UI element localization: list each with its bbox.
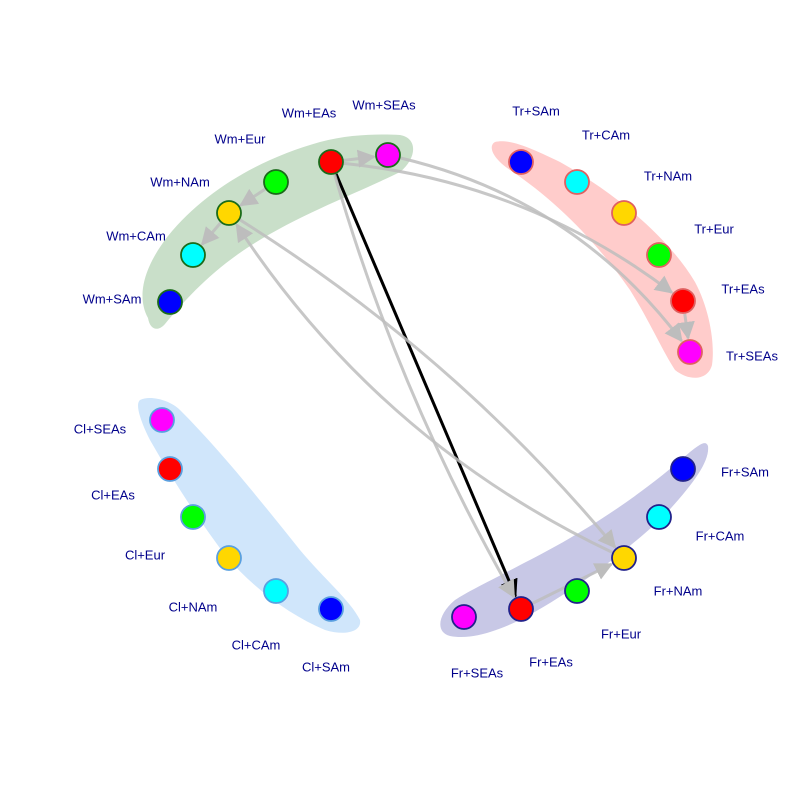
node-wm-seas[interactable] [375, 142, 401, 168]
label-cl-sam: Cl+SAm [302, 659, 350, 674]
group-hull-fr [440, 443, 709, 638]
node-cl-cam[interactable] [263, 578, 289, 604]
node-wm-eur[interactable] [263, 169, 289, 195]
node-labels: Wm+SAm Wm+CAm Wm+NAm Wm+Eur Wm+EAs Wm+SEAs Tr+… [74, 97, 779, 680]
node-cl-eur[interactable] [180, 504, 206, 530]
node-wm-cam[interactable] [180, 242, 206, 268]
label-tr-sam: Tr+SAm [512, 103, 560, 118]
edge-wm-eur-to-wm-nam [239, 187, 266, 207]
label-cl-eur: Cl+Eur [125, 547, 166, 562]
node-tr-eur[interactable] [646, 242, 672, 268]
label-tr-cam: Tr+CAm [582, 127, 630, 142]
edge-wm-eas-to-fr-eas [333, 174, 516, 599]
edge-wm-eas-to-fr-eas [334, 173, 518, 598]
node-fr-eur[interactable] [564, 578, 590, 604]
label-wm-seas: Wm+SEAs [352, 97, 416, 112]
nodes [149, 142, 703, 630]
label-fr-cam: Fr+CAm [696, 528, 745, 543]
label-wm-nam: Wm+NAm [150, 174, 210, 189]
edge-wm-nam-to-wm-cam [200, 221, 222, 246]
node-tr-seas[interactable] [677, 339, 703, 365]
label-tr-eur: Tr+Eur [694, 221, 734, 236]
node-tr-eas[interactable] [670, 288, 696, 314]
label-fr-nam: Fr+NAm [654, 583, 703, 598]
node-fr-nam[interactable] [611, 545, 637, 571]
node-fr-seas[interactable] [451, 604, 477, 630]
node-tr-sam[interactable] [508, 149, 534, 175]
label-cl-cam: Cl+CAm [232, 637, 281, 652]
label-tr-seas: Tr+SEAs [726, 348, 778, 363]
label-wm-sam: Wm+SAm [83, 291, 142, 306]
label-cl-seas: Cl+SEAs [74, 421, 127, 436]
node-wm-eas[interactable] [318, 149, 344, 175]
node-wm-nam[interactable] [216, 200, 242, 226]
node-tr-cam[interactable] [564, 169, 590, 195]
group-hull-tr [491, 141, 713, 378]
label-cl-nam: Cl+NAm [169, 599, 218, 614]
label-fr-eur: Fr+Eur [601, 626, 642, 641]
label-wm-eas: Wm+EAs [282, 105, 337, 120]
edge-wm-eas-to-wm-seas [343, 149, 376, 168]
node-tr-nam[interactable] [611, 200, 637, 226]
label-tr-eas: Tr+EAs [721, 281, 765, 296]
edge-wm-nam-to-fr-nam [239, 218, 617, 549]
edge-fr-nam-to-wm-nam [235, 223, 613, 554]
label-tr-nam: Tr+NAm [644, 168, 692, 183]
node-fr-sam[interactable] [670, 456, 696, 482]
node-fr-eas[interactable] [508, 596, 534, 622]
node-wm-sam[interactable] [157, 289, 183, 315]
node-cl-seas[interactable] [149, 407, 175, 433]
edge-wm-eas-to-tr-eas [343, 161, 674, 294]
label-wm-eur: Wm+Eur [215, 131, 267, 146]
edges [200, 149, 695, 605]
label-wm-cam: Wm+CAm [106, 228, 166, 243]
group-hull-wm [142, 134, 414, 329]
node-cl-sam[interactable] [318, 596, 344, 622]
node-fr-cam[interactable] [646, 504, 672, 530]
label-fr-eas: Fr+EAs [529, 654, 573, 669]
node-cl-nam[interactable] [216, 545, 242, 571]
edge-wm-seas-to-tr-seas [400, 156, 683, 343]
label-cl-eas: Cl+EAs [91, 487, 135, 502]
label-fr-seas: Fr+SEAs [451, 665, 504, 680]
edge-tr-eas-to-tr-seas [676, 313, 695, 340]
node-cl-eas[interactable] [157, 456, 183, 482]
group-hull-cl [138, 398, 361, 633]
label-fr-sam: Fr+SAm [721, 464, 769, 479]
